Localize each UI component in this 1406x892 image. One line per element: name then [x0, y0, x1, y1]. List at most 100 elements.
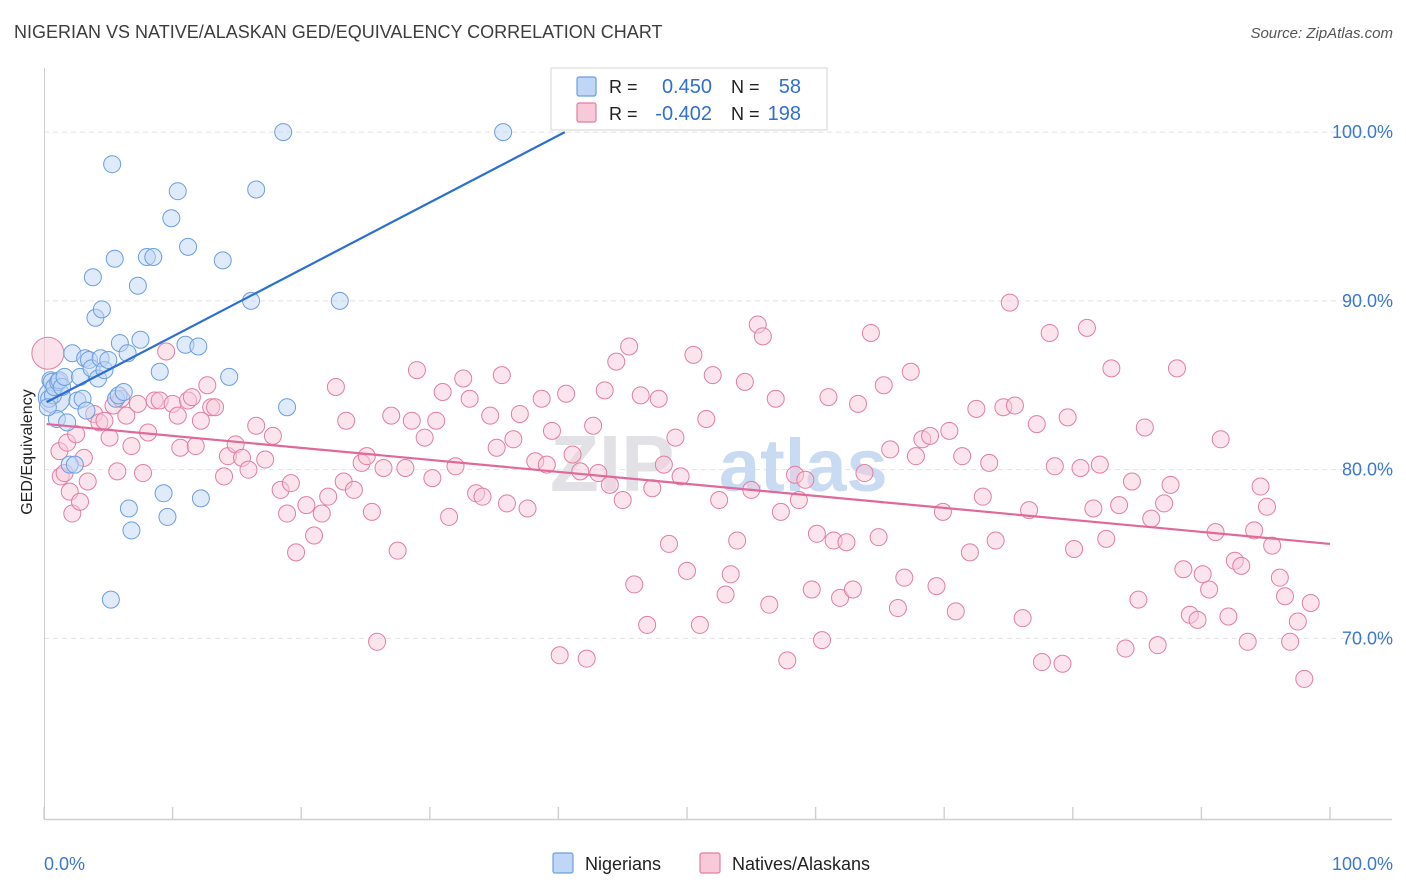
- data-point-native: [796, 470, 815, 489]
- chart-title: NIGERIAN VS NATIVE/ALASKAN GED/EQUIVALEN…: [14, 22, 662, 42]
- data-point-nigerian: [101, 590, 120, 609]
- data-point-nigerian: [128, 276, 147, 295]
- data-point-nigerian: [119, 499, 138, 518]
- data-point-native: [1000, 293, 1019, 312]
- data-point-native: [95, 411, 114, 430]
- trend-lines: [46, 131, 1331, 546]
- data-point-native: [620, 337, 639, 356]
- data-point-native: [1270, 568, 1289, 587]
- data-point-nigerian: [220, 367, 239, 386]
- data-point-native: [1275, 587, 1294, 606]
- data-point-nigerian: [77, 401, 96, 420]
- data-point-native: [297, 496, 316, 515]
- data-point-native: [504, 430, 523, 449]
- data-point-native: [473, 487, 492, 506]
- data-point-native: [881, 440, 900, 459]
- data-point-native: [1211, 430, 1230, 449]
- data-point-native: [460, 389, 479, 408]
- data-point-nigerian: [131, 330, 150, 349]
- data-point-native: [1077, 318, 1096, 337]
- data-point-nigerian: [55, 367, 74, 386]
- data-point-nigerian: [494, 123, 513, 142]
- data-point-native: [108, 462, 127, 481]
- data-point-native: [869, 528, 888, 547]
- data-point-native: [1116, 639, 1135, 658]
- data-point-native: [1005, 396, 1024, 415]
- data-point-native: [368, 632, 387, 651]
- data-point-native: [766, 389, 785, 408]
- data-point-native: [1193, 565, 1212, 584]
- data-point-native: [684, 345, 703, 364]
- data-point-native: [940, 421, 959, 440]
- data-point-native: [1071, 458, 1090, 477]
- data-point-native: [967, 399, 986, 418]
- data-point-native: [927, 577, 946, 596]
- x-tick-label-0: 0.0%: [44, 854, 85, 874]
- data-point-nigerian: [38, 398, 57, 417]
- data-point-native: [1251, 477, 1270, 496]
- data-point-nigerian: [330, 291, 349, 310]
- data-point-native: [901, 362, 920, 381]
- data-point-native: [1167, 359, 1186, 378]
- data-point-native: [557, 384, 576, 403]
- data-point-nigerian: [162, 209, 181, 228]
- data-point-native: [1135, 418, 1154, 437]
- data-point-native: [600, 475, 619, 494]
- stats-r-label-nigerians: R =: [609, 77, 638, 97]
- data-point-native: [874, 376, 893, 395]
- trend-line-natives: [46, 422, 1331, 546]
- data-point-native: [697, 410, 716, 429]
- data-point-native: [510, 404, 529, 423]
- data-point-native: [128, 394, 147, 413]
- stats-swatch-nigerians: [576, 76, 597, 97]
- data-point-native: [186, 437, 205, 456]
- data-point-native: [206, 398, 225, 417]
- data-point-native: [100, 428, 119, 447]
- data-point-native: [1045, 457, 1064, 476]
- data-point-native: [638, 615, 657, 634]
- natives-alaskans-points: [31, 293, 1320, 688]
- data-point-native: [1281, 632, 1300, 651]
- data-point-native: [182, 388, 201, 407]
- legend-swatch-nigerians: [552, 852, 574, 874]
- data-point-native: [778, 651, 797, 670]
- data-point-native: [1148, 636, 1167, 655]
- data-point-native: [171, 438, 190, 457]
- data-point-nigerian: [114, 383, 133, 402]
- source-label: Source: ZipAtlas.com: [1250, 25, 1393, 42]
- legend-label-natives: Natives/Alaskans: [732, 854, 870, 874]
- data-point-native: [440, 507, 459, 526]
- stats-legend-box: [550, 67, 828, 131]
- data-point-native: [305, 526, 324, 545]
- data-point-nigerian: [158, 507, 177, 526]
- series-legend: Nigerians Natives/Alaskans: [552, 852, 870, 874]
- data-point-native: [287, 543, 306, 562]
- data-point-native: [649, 389, 668, 408]
- data-point-native: [1122, 472, 1141, 491]
- data-point-native: [1245, 521, 1264, 540]
- data-point-native: [1097, 529, 1116, 548]
- data-point-native: [703, 366, 722, 385]
- data-point-native: [454, 369, 473, 388]
- data-point-native: [1301, 593, 1320, 612]
- stats-swatch-natives: [576, 102, 597, 123]
- data-point-native: [537, 455, 556, 474]
- data-point-native: [584, 416, 603, 435]
- data-point-nigerian: [150, 362, 169, 381]
- data-point-native: [563, 445, 582, 464]
- data-point-native: [728, 531, 747, 550]
- data-point-nigerian: [247, 180, 266, 199]
- data-point-native: [1084, 499, 1103, 518]
- data-point-native: [888, 599, 907, 618]
- data-point-native: [577, 649, 596, 668]
- data-point-native: [263, 426, 282, 445]
- data-point-native: [78, 472, 97, 491]
- data-point-native: [168, 406, 187, 425]
- data-point-nigerian: [189, 337, 208, 356]
- data-point-native-large: [31, 336, 65, 370]
- data-point-native: [1295, 669, 1314, 688]
- data-point-native: [319, 487, 338, 506]
- data-point-native: [819, 388, 838, 407]
- data-point-native: [953, 447, 972, 466]
